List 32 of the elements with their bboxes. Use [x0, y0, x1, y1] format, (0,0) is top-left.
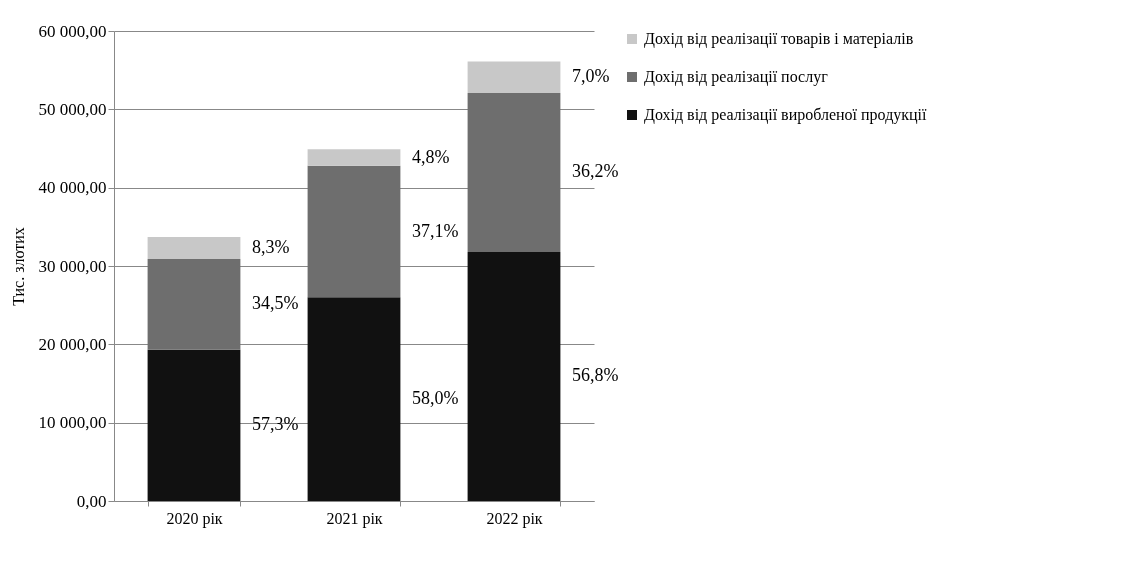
- annotation: 57,3%: [252, 414, 299, 435]
- annotation: 8,3%: [252, 236, 290, 257]
- y-tick-label: 0,00: [76, 491, 107, 511]
- bar: [147, 349, 241, 501]
- bar: [307, 297, 401, 501]
- annotation: 4,8%: [412, 146, 450, 167]
- annotation: 34,5%: [252, 293, 299, 314]
- y-tick-label: 30 000,00: [38, 256, 107, 276]
- annotation: 37,1%: [412, 220, 459, 241]
- legend-label: Дохід від реалізації послуг: [644, 68, 829, 86]
- bar: [307, 165, 401, 298]
- bar: [307, 149, 401, 166]
- y-tick-label: 60 000,00: [38, 21, 107, 41]
- annotation: 56,8%: [572, 365, 619, 386]
- bar: [147, 237, 241, 259]
- bar: [467, 92, 561, 252]
- y-tick-label: 40 000,00: [38, 178, 107, 198]
- annotation: 7,0%: [572, 66, 610, 87]
- legend-label: Дохід від реалізації виробленої продукції: [644, 106, 928, 124]
- y-tick-label: 20 000,00: [38, 334, 107, 354]
- annotation: 36,2%: [572, 161, 619, 182]
- annotation: 58,0%: [412, 388, 459, 409]
- x-tick-label: 2021 рік: [326, 509, 383, 528]
- bar: [147, 258, 241, 350]
- legend-label: Дохід від реалізації товарів і матеріалів: [644, 30, 914, 48]
- y-tick-label: 50 000,00: [38, 99, 107, 119]
- bar: [467, 61, 561, 93]
- y-tick-label: 10 000,00: [38, 413, 107, 433]
- y-axis-title: Тис. злотих: [9, 227, 27, 306]
- x-tick-label: 2020 рік: [166, 509, 223, 528]
- x-tick-label: 2022 рік: [486, 509, 543, 528]
- bar: [467, 251, 561, 501]
